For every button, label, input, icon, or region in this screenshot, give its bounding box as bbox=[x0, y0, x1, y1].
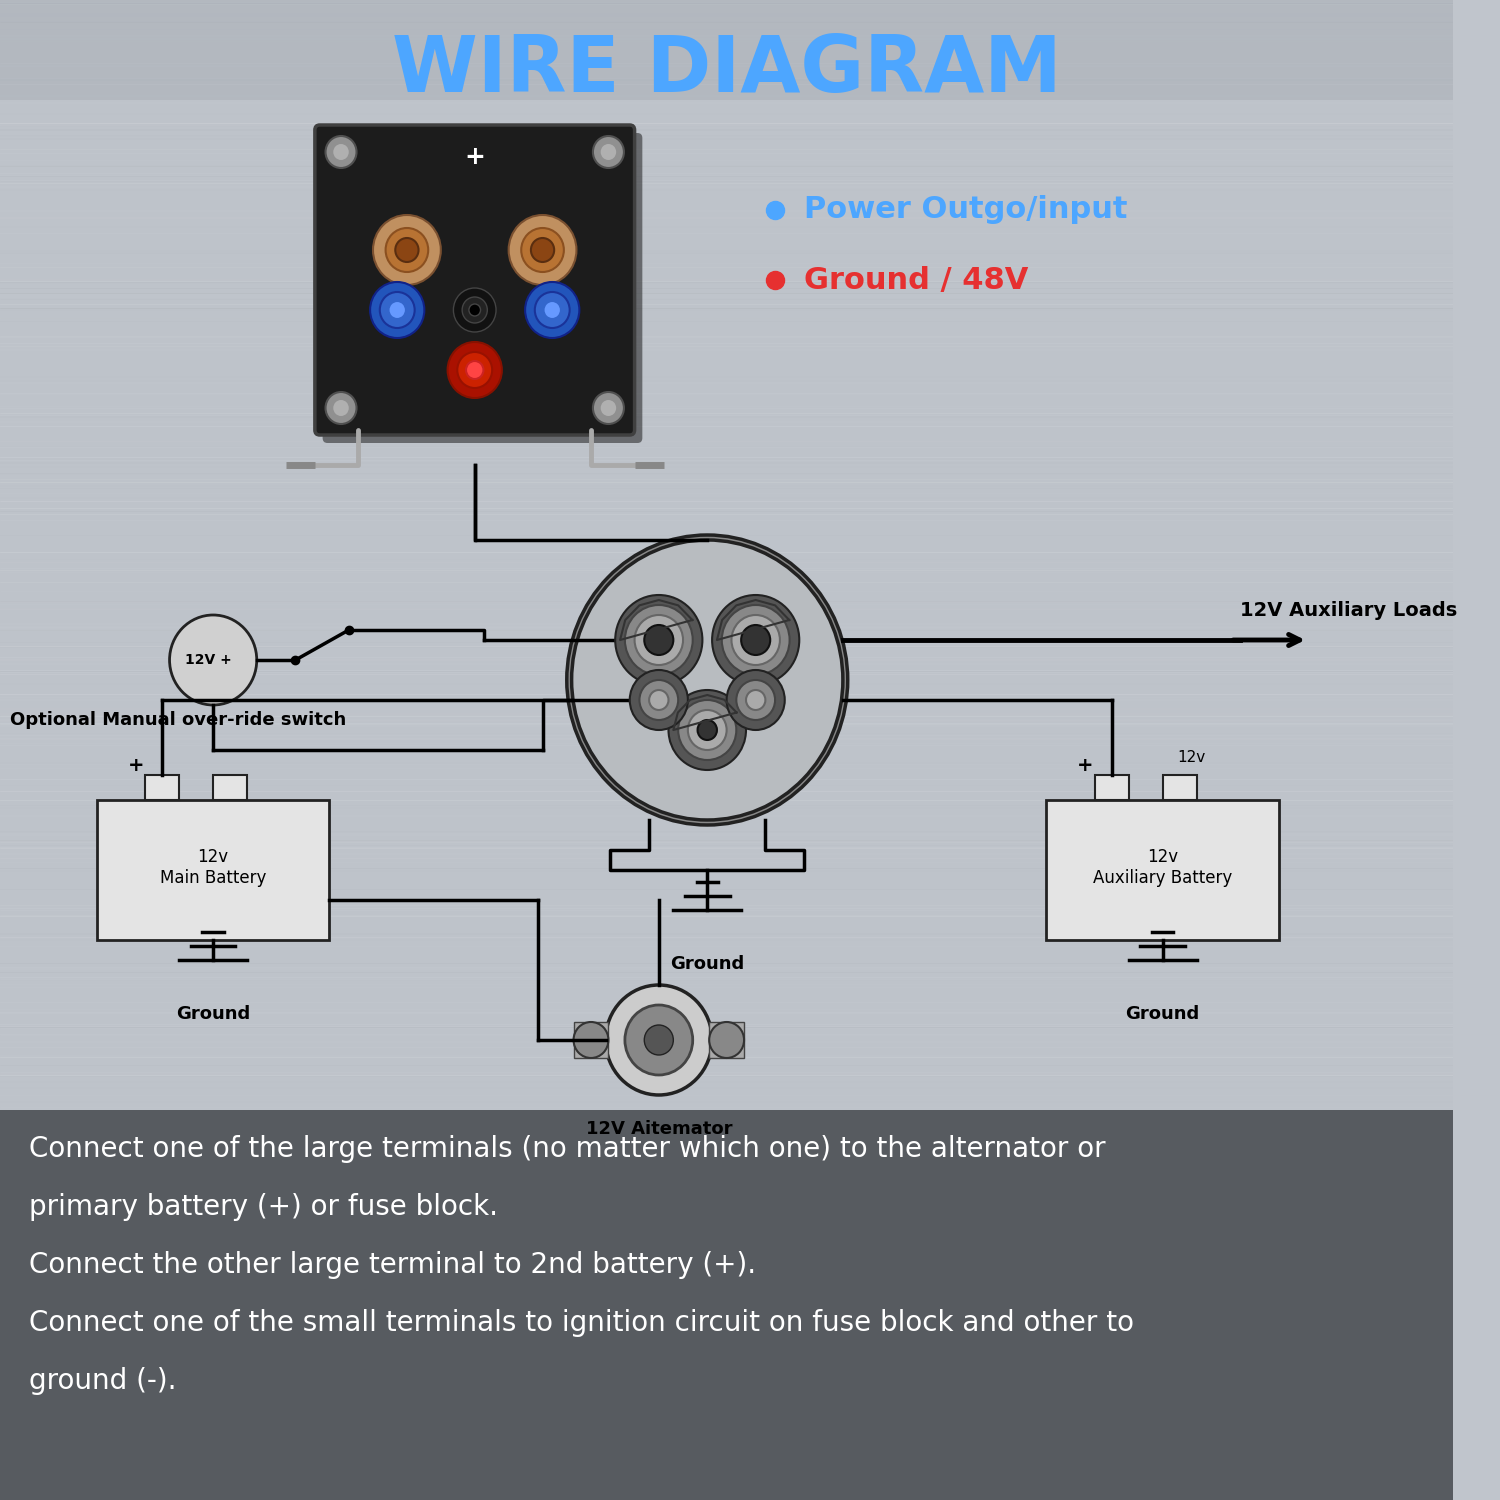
Circle shape bbox=[669, 690, 746, 770]
Text: 12V Auxiliary Loads: 12V Auxiliary Loads bbox=[1240, 602, 1458, 619]
Circle shape bbox=[572, 540, 843, 820]
Text: WIRE DIAGRAM: WIRE DIAGRAM bbox=[392, 32, 1062, 108]
Circle shape bbox=[600, 144, 616, 160]
Circle shape bbox=[386, 228, 427, 272]
Circle shape bbox=[462, 297, 488, 322]
Bar bbox=[213, 776, 248, 800]
Circle shape bbox=[630, 670, 688, 730]
Circle shape bbox=[388, 302, 406, 320]
Circle shape bbox=[536, 292, 570, 328]
Circle shape bbox=[645, 1024, 674, 1054]
Circle shape bbox=[722, 604, 789, 675]
FancyBboxPatch shape bbox=[315, 124, 634, 435]
Circle shape bbox=[626, 1005, 693, 1076]
Text: 12v: 12v bbox=[1178, 750, 1206, 765]
Circle shape bbox=[458, 352, 492, 388]
Circle shape bbox=[573, 1022, 609, 1058]
Circle shape bbox=[741, 626, 770, 656]
Text: Ground: Ground bbox=[1125, 1005, 1200, 1023]
Circle shape bbox=[333, 400, 350, 416]
Circle shape bbox=[326, 392, 357, 424]
Text: Connect one of the large terminals (no matter which one) to the alternator or: Connect one of the large terminals (no m… bbox=[28, 1136, 1106, 1162]
Circle shape bbox=[520, 228, 564, 272]
Bar bbox=[0, 1110, 1454, 1500]
Text: Optional Manual over-ride switch: Optional Manual over-ride switch bbox=[9, 711, 346, 729]
Bar bbox=[146, 776, 178, 800]
Text: 12V Aitemator: 12V Aitemator bbox=[585, 1120, 732, 1138]
Circle shape bbox=[645, 626, 674, 656]
Circle shape bbox=[567, 536, 848, 825]
Circle shape bbox=[626, 604, 693, 675]
Circle shape bbox=[732, 615, 780, 664]
Circle shape bbox=[396, 238, 418, 262]
Text: ground (-).: ground (-). bbox=[28, 1366, 177, 1395]
Text: Ground: Ground bbox=[176, 1005, 250, 1023]
Circle shape bbox=[509, 214, 576, 285]
Text: 12v
Auxiliary Battery: 12v Auxiliary Battery bbox=[1094, 847, 1232, 886]
Circle shape bbox=[380, 292, 414, 328]
Circle shape bbox=[333, 144, 350, 160]
Circle shape bbox=[688, 710, 726, 750]
Text: Power Outgo/input: Power Outgo/input bbox=[804, 195, 1128, 225]
Bar bbox=[0, 0, 1454, 100]
FancyBboxPatch shape bbox=[322, 134, 642, 442]
Circle shape bbox=[374, 214, 441, 285]
Circle shape bbox=[470, 304, 480, 316]
Circle shape bbox=[746, 690, 765, 709]
Text: +: + bbox=[128, 756, 144, 776]
Text: primary battery (+) or fuse block.: primary battery (+) or fuse block. bbox=[28, 1192, 498, 1221]
Circle shape bbox=[678, 700, 736, 760]
Circle shape bbox=[710, 1022, 744, 1058]
Text: +: + bbox=[1077, 756, 1094, 776]
Bar bbox=[1095, 776, 1128, 800]
Text: 12V +: 12V + bbox=[184, 652, 231, 668]
Circle shape bbox=[600, 400, 616, 416]
Circle shape bbox=[726, 670, 784, 730]
Circle shape bbox=[650, 690, 669, 709]
Circle shape bbox=[592, 136, 624, 168]
Text: Connect one of the small terminals to ignition circuit on fuse block and other t: Connect one of the small terminals to ig… bbox=[28, 1310, 1134, 1336]
Circle shape bbox=[712, 596, 800, 686]
Text: +: + bbox=[465, 146, 484, 170]
Text: Connect the other large terminal to 2nd battery (+).: Connect the other large terminal to 2nd … bbox=[28, 1251, 756, 1280]
Circle shape bbox=[698, 720, 717, 740]
Circle shape bbox=[447, 342, 503, 398]
Circle shape bbox=[531, 238, 554, 262]
Circle shape bbox=[634, 615, 682, 664]
Text: 12v
Main Battery: 12v Main Battery bbox=[160, 847, 267, 886]
Circle shape bbox=[639, 680, 678, 720]
Bar bbox=[573, 1022, 609, 1058]
Bar bbox=[1047, 800, 1280, 940]
Circle shape bbox=[170, 615, 256, 705]
Circle shape bbox=[543, 302, 561, 320]
Text: Ground: Ground bbox=[670, 956, 744, 974]
Bar bbox=[98, 800, 330, 940]
Circle shape bbox=[326, 136, 357, 168]
Circle shape bbox=[453, 288, 497, 332]
Circle shape bbox=[525, 282, 579, 338]
Circle shape bbox=[736, 680, 776, 720]
Bar bbox=[710, 1022, 744, 1058]
Text: Ground / 48V: Ground / 48V bbox=[804, 266, 1029, 294]
Circle shape bbox=[466, 362, 483, 380]
Circle shape bbox=[606, 986, 712, 1095]
Circle shape bbox=[592, 392, 624, 424]
Circle shape bbox=[370, 282, 424, 338]
Circle shape bbox=[615, 596, 702, 686]
Bar bbox=[0, 0, 1454, 1110]
Bar bbox=[1162, 776, 1197, 800]
